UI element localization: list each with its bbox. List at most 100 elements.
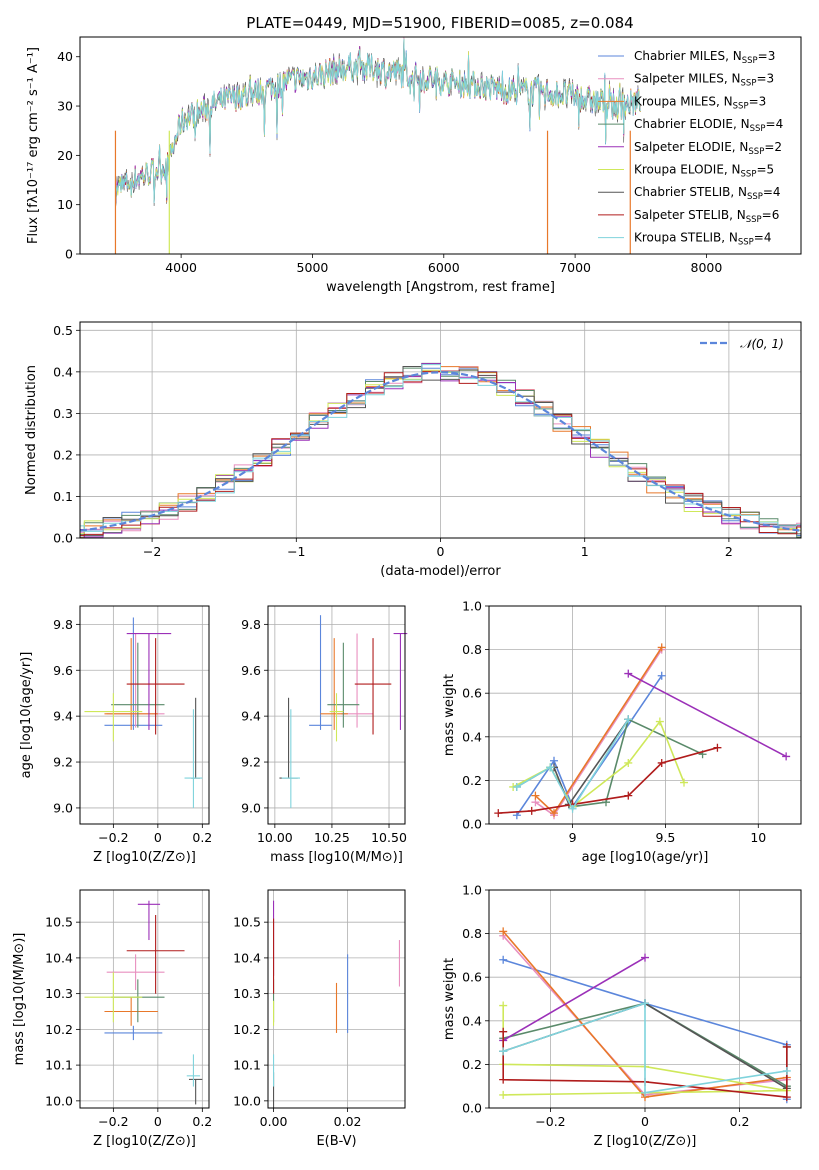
y-tick-label: 9.0: [53, 800, 73, 815]
weight-marker: [657, 671, 666, 680]
legend-entry: Salpeter ELODIE, NSSP=2: [634, 140, 782, 157]
axes-frame: [79, 36, 802, 255]
errorbar-chabrier-stelib: [279, 697, 298, 779]
x-tick-label: −1: [287, 544, 305, 559]
weight-marker: [641, 1088, 649, 1097]
y-tick-label: 0.4: [53, 364, 73, 379]
x-axis-label: Z [log10(Z/Z⊙)]: [93, 1134, 196, 1149]
weight-marker: [568, 804, 577, 813]
panel-weight-age: 9 9.5 10 0.0 0.2 0.4 0.6 0.8 1.0 age [log10(age/y…: [442, 599, 802, 865]
x-axis-label: Z [log10(Z/Z⊙)]: [594, 1134, 697, 1149]
y-tick-label: 0.4: [462, 729, 482, 744]
weight-line-kroupa-stelib: [516, 718, 629, 811]
weight-marker: [782, 752, 791, 761]
errorbar-chabrier-miles: [309, 615, 332, 730]
weight-marker: [546, 763, 555, 772]
normal-curve: [79, 371, 802, 532]
y-tick-label: 1.0: [462, 883, 482, 898]
y-tick-label: 9.2: [241, 755, 261, 770]
weight-marker: [713, 743, 722, 752]
legend-entry: Kroupa STELIB, NSSP=4: [634, 231, 772, 248]
y-tick-label: 30: [57, 99, 73, 114]
errorbar-salpeter-miles: [106, 954, 165, 991]
y-tick-label: 9.6: [53, 663, 73, 678]
y-tick-label: 0.0: [53, 531, 73, 546]
weight-marker: [499, 1047, 508, 1056]
y-tick-label: 0.5: [53, 323, 73, 338]
y-axis-label: mass weight: [442, 674, 457, 756]
weight-marker: [499, 1001, 508, 1010]
legend-entry: Kroupa MILES, NSSP=3: [634, 94, 766, 111]
y-tick-label: 0.6: [462, 970, 482, 985]
weight-marker: [499, 1075, 508, 1084]
legend-entry: Chabrier STELIB, NSSP=4: [634, 185, 781, 202]
errorbar-chabrier-elodie: [111, 979, 165, 1023]
x-tick-label: 0: [641, 1114, 649, 1129]
errorbar-salpeter-elodie: [137, 900, 161, 941]
panel-mass-Z: −0.2 0 0.2 10.0 10.1 10.2 10.3 10.4 10.5 Z [log10…: [12, 889, 212, 1149]
y-tick-label: 9.6: [241, 663, 261, 678]
y-tick-label: 10.3: [233, 986, 261, 1001]
axes-frame: [79, 889, 210, 1109]
weight-line-salpeter-stelib: [498, 746, 718, 814]
axes-frame: [488, 889, 802, 1109]
errorbar-chabrier-stelib: [191, 697, 201, 779]
y-tick-label: 0.6: [462, 686, 482, 701]
errorbar-salpeter-stelib: [126, 638, 185, 735]
weight-marker: [527, 806, 536, 815]
y-tick-label: 10.0: [233, 1093, 261, 1108]
weight-marker: [499, 955, 508, 964]
weight-marker: [499, 927, 508, 936]
weight-marker: [499, 1090, 508, 1099]
weight-marker: [641, 999, 649, 1008]
y-tick-label: 10: [57, 197, 73, 212]
weight-line-chabrier-miles: [516, 675, 663, 816]
y-tick-label: 0.2: [462, 1057, 482, 1072]
weight-line-kroupa-miles: [534, 646, 663, 815]
errorbar-kroupa-stelib: [186, 1054, 201, 1087]
errorbar-kroupa-stelib: [281, 709, 300, 808]
y-tick-label: 10.1: [45, 1058, 73, 1073]
errorbar-kroupa-elodie: [329, 693, 344, 742]
weight-line-salpeter-miles: [534, 649, 663, 817]
x-axis-label: Z [log10(Z/Z⊙)]: [93, 850, 196, 865]
y-tick-label: 9.8: [53, 617, 73, 632]
errorbar-salpeter-elodie: [126, 632, 172, 730]
panel-residuals: −2 −1 0 1 2 0.0 0.1 0.2 0.3 0.4 0.5 (data-model)/er…: [24, 321, 802, 579]
panel-age-Z: −0.2 0 0.2 9.0 9.2 9.4 9.6 9.8 Z [log10(Z/Z⊙)] ag…: [19, 605, 212, 865]
y-tick-label: 1.0: [462, 599, 482, 614]
weight-marker: [641, 953, 649, 962]
panel-weight-Z: −0.2 0 0.2 0.0 0.2 0.4 0.6 0.8 1.0 Z [log10(Z/Z⊙)…: [442, 883, 802, 1149]
weight-marker: [624, 715, 633, 724]
x-axis-label: E(B-V): [316, 1134, 356, 1149]
panel-spectrum: 4000 5000 6000 7000 8000 0 10 20 30 40 wavelength …: [26, 36, 802, 295]
y-axis-label: age [log10(age/yr)]: [19, 652, 34, 779]
spectrum-line-kroupa-stelib: [115, 38, 641, 204]
weight-marker: [624, 669, 633, 678]
y-tick-label: 10.5: [45, 915, 73, 930]
weight-line-chabrier-elodie: [516, 718, 703, 808]
x-tick-label: −0.2: [98, 1114, 128, 1129]
x-tick-label: 0.2: [730, 1114, 750, 1129]
x-axis-label: (data-model)/error: [380, 564, 501, 579]
errorbar-chabrier-stelib: [188, 1078, 203, 1105]
weight-marker: [782, 1042, 791, 1051]
errorbar-chabrier-elodie: [111, 642, 165, 728]
y-tick-label: 10.4: [233, 950, 261, 965]
weight-marker: [624, 791, 633, 800]
y-tick-label: 9.4: [241, 709, 261, 724]
y-tick-label: 10.0: [45, 1093, 73, 1108]
errorbar-kroupa-elodie: [84, 972, 143, 1023]
y-tick-label: 9.8: [241, 617, 261, 632]
x-tick-label: 7000: [559, 260, 591, 275]
x-tick-label: −0.2: [98, 830, 128, 845]
y-tick-label: 0.4: [462, 1013, 482, 1028]
errorbar-salpeter-stelib: [126, 915, 185, 994]
errorbar-salpeter-stelib: [354, 638, 392, 735]
y-tick-label: 10.2: [233, 1022, 261, 1037]
x-tick-label: 0.2: [192, 830, 212, 845]
x-axis-label: wavelength [Angstrom, rest frame]: [326, 280, 555, 295]
x-tick-label: 10.25: [314, 830, 350, 845]
y-tick-label: 10.4: [45, 950, 73, 965]
y-tick-label: 0.8: [462, 642, 482, 657]
